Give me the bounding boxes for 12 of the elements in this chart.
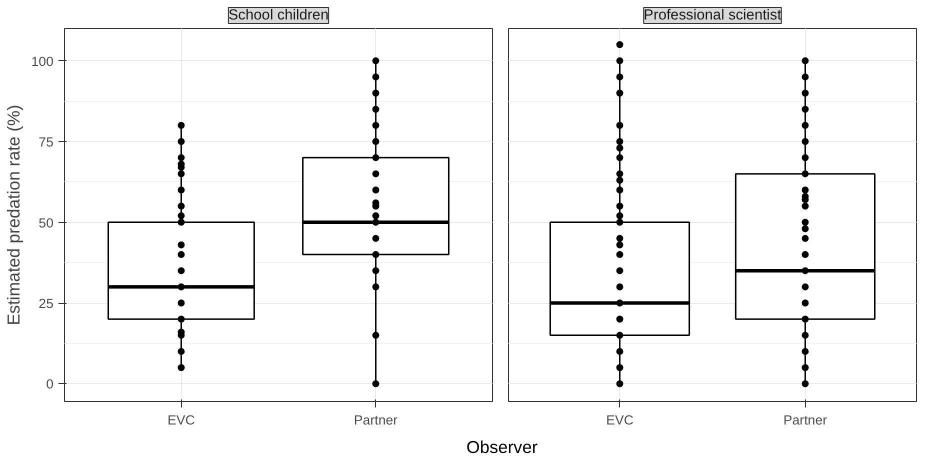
y-tick-label: 0 bbox=[46, 376, 54, 392]
x-tick-label: Partner bbox=[783, 412, 828, 428]
chart-title: School children bbox=[228, 8, 329, 24]
x-tick-label: EVC bbox=[606, 412, 634, 428]
y-tick-label: 75 bbox=[38, 134, 54, 150]
y-tick-label: 25 bbox=[38, 296, 54, 311]
x-axis-title: Observer bbox=[466, 436, 538, 459]
y-tick-label: 100 bbox=[31, 54, 54, 69]
x-tick-label: Partner bbox=[354, 412, 398, 428]
y-axis-title: Estimated predation rate (%) bbox=[3, 104, 24, 326]
x-tick-label: EVC bbox=[168, 412, 196, 428]
y-tick-label: 50 bbox=[38, 215, 54, 230]
